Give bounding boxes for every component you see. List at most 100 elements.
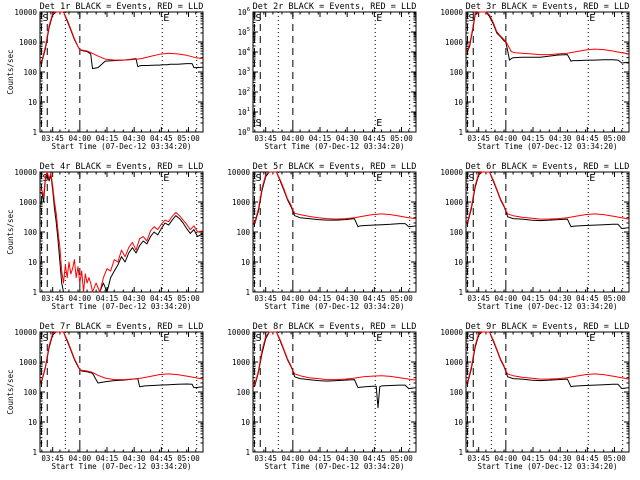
chart-panel-7: Det 7r BLACK = Events, RED = LLD 1 10 100 10… (6, 322, 204, 471)
marker-label-top: S (468, 173, 474, 184)
x-axis-label: Start Time (07-Dec-12 03:34:20) (478, 462, 618, 471)
y-tick-label: 10 (28, 98, 38, 107)
series-line-lld (252, 331, 417, 387)
x-tick-label: 04:15 (309, 454, 332, 463)
x-tick-label: 04:30 (336, 454, 359, 463)
y-tick-label: 100 (23, 68, 37, 77)
y-tick-label: 1000 (19, 358, 38, 367)
y-tick-label: 10 (454, 258, 464, 267)
chart-panel-8: Det 8r BLACK = Events, RED = LLD 1 10 100 10… (227, 322, 417, 471)
y-tick-exponent: 3 (247, 67, 250, 73)
marker-label-top: S (255, 333, 261, 344)
marker-label-top: E (376, 13, 382, 24)
x-tick-label: 04:45 (150, 134, 173, 143)
y-tick-label: 10 (454, 98, 464, 107)
x-tick-label: 03:45 (254, 454, 277, 463)
y-tick-label: 1000 (232, 358, 251, 367)
chart-title: Det 2r BLACK = Events, RED = LLD (253, 2, 417, 12)
y-tick-label: 100 (449, 68, 463, 77)
y-tick-label: 100 (236, 228, 250, 237)
x-axis-label: Start Time (07-Dec-12 03:34:20) (265, 462, 405, 471)
x-axis-label: Start Time (07-Dec-12 03:34:20) (265, 302, 405, 311)
y-tick-label: 10000 (227, 328, 250, 337)
y-tick-label: 1 (458, 448, 463, 457)
y-tick-label: 102 (238, 87, 250, 97)
x-tick-label: 05:00 (390, 134, 413, 143)
x-tick-label: 04:15 (522, 294, 545, 303)
series-line-lld (39, 331, 204, 382)
y-tick-label: 1000 (19, 198, 38, 207)
y-tick-label: 101 (238, 107, 250, 117)
y-tick-label: 1000 (232, 198, 251, 207)
series-line-events (252, 171, 417, 228)
series-line-lld (39, 11, 204, 63)
x-tick-label: 03:45 (254, 134, 277, 143)
y-axis-label: Counts/sec (6, 209, 15, 254)
plot-frame (465, 171, 630, 293)
x-tick-label: 03:45 (467, 294, 490, 303)
x-tick-label: 04:45 (363, 454, 386, 463)
series-line-lld (39, 171, 204, 293)
y-tick-label: 1 (32, 448, 37, 457)
y-tick-label: 10 (28, 258, 38, 267)
series-line-lld (465, 11, 630, 56)
x-tick-label: 03:45 (467, 454, 490, 463)
chart-panel-3: Det 3r BLACK = Events, RED = LLD 1 10 100 10… (440, 2, 630, 151)
x-axis-label: Start Time (07-Dec-12 03:34:20) (478, 142, 618, 151)
marker-label-top: E (163, 333, 169, 344)
chart-panel-1: Det 1r BLACK = Events, RED = LLD 1 10 100 10… (6, 2, 204, 151)
y-tick-exponent: 5 (247, 27, 250, 33)
chart-title: Det 8r BLACK = Events, RED = LLD (253, 322, 417, 332)
marker-label-top: E (589, 333, 595, 344)
y-tick-label: 1000 (445, 38, 464, 47)
y-tick-label: 1 (32, 288, 37, 297)
y-axis-label: Counts/sec (6, 49, 15, 94)
y-tick-label: 1 (458, 288, 463, 297)
y-tick-label: 106 (238, 7, 250, 17)
x-tick-label: 04:15 (309, 134, 332, 143)
x-tick-label: 04:45 (576, 294, 599, 303)
x-tick-label: 04:45 (576, 134, 599, 143)
y-tick-label: 10 (241, 258, 251, 267)
x-axis-label: Start Time (07-Dec-12 03:34:20) (52, 462, 192, 471)
y-tick-label: 1 (245, 288, 250, 297)
x-tick-label: 04:00 (495, 454, 518, 463)
x-tick-label: 04:45 (363, 134, 386, 143)
x-tick-label: 05:00 (390, 454, 413, 463)
x-tick-label: 05:00 (177, 294, 200, 303)
x-tick-label: 04:00 (282, 454, 305, 463)
chart-title: Det 9r BLACK = Events, RED = LLD (466, 322, 630, 332)
marker-label-top: E (589, 13, 595, 24)
x-tick-label: 04:45 (576, 454, 599, 463)
x-tick-label: 03:45 (41, 294, 64, 303)
y-tick-label: 10 (454, 418, 464, 427)
x-tick-label: 04:45 (150, 454, 173, 463)
x-tick-label: 04:15 (96, 454, 119, 463)
y-tick-label: 1 (245, 448, 250, 457)
x-tick-label: 03:45 (41, 134, 64, 143)
series-line-lld (465, 331, 630, 383)
y-tick-label: 104 (238, 47, 251, 57)
x-tick-label: 04:00 (69, 454, 92, 463)
series-line-events (465, 331, 630, 390)
x-axis-label: Start Time (07-Dec-12 03:34:20) (52, 302, 192, 311)
series-line-lld (465, 171, 630, 223)
y-tick-label: 10000 (440, 168, 463, 177)
y-tick-exponent: 0 (247, 127, 250, 133)
x-tick-label: 04:15 (96, 294, 119, 303)
x-tick-label: 04:45 (363, 294, 386, 303)
chart-title: Det 1r BLACK = Events, RED = LLD (40, 2, 204, 12)
x-tick-label: 04:00 (495, 134, 518, 143)
x-tick-label: 04:30 (336, 294, 359, 303)
y-tick-label: 103 (238, 67, 250, 77)
y-tick-label: 100 (23, 228, 37, 237)
y-tick-label: 10000 (227, 168, 250, 177)
x-tick-label: 04:00 (69, 294, 92, 303)
series-line-events (39, 172, 204, 293)
marker-label-top: E (589, 173, 595, 184)
y-tick-exponent: 1 (247, 107, 250, 113)
y-tick-label: 1000 (445, 358, 464, 367)
chart-title: Det 5r BLACK = Events, RED = LLD (253, 162, 417, 172)
plot-frame (465, 331, 630, 453)
